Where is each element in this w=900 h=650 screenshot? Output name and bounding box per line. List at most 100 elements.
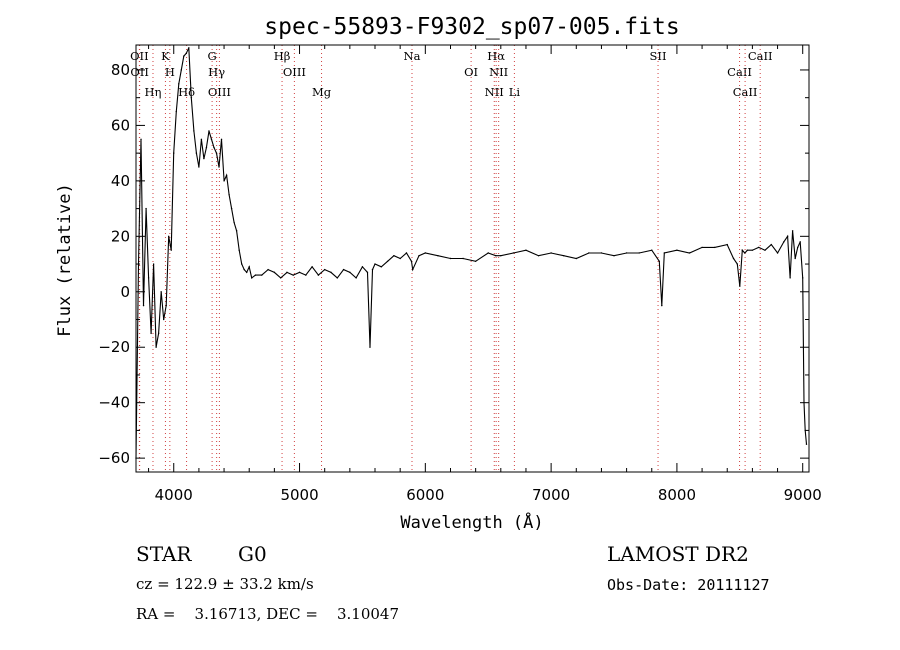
y-tick-label: 0 [120, 283, 130, 301]
spectrum-point [525, 249, 527, 251]
spectrum-point [500, 255, 502, 257]
spectrum-point [160, 291, 162, 293]
spectrum-point [588, 252, 590, 254]
spectrum-point [233, 221, 235, 224]
spectrum-point [613, 255, 615, 257]
spectrum-point [789, 277, 791, 279]
spectrum-point [238, 249, 240, 251]
x-tick-label: 7000 [532, 486, 570, 504]
spectrum-point [751, 249, 754, 251]
spectrum-point [168, 235, 170, 238]
spectrum-point [744, 252, 746, 254]
spectrum-point [220, 138, 223, 140]
line-label: OI [464, 65, 478, 79]
redshift-velocity: cz = 122.9 ± 33.2 km/s [136, 575, 314, 593]
spectrum-point [193, 130, 195, 132]
spectrum-point [251, 277, 253, 279]
spectrum-point [739, 285, 741, 287]
spectrum-point [145, 207, 147, 210]
spectral-line-markers: OIIOIIHηKHHδGHγOIIIHβOIIIMgNaOINIIHαNIIL… [130, 45, 773, 472]
spectrum-point [170, 249, 172, 251]
chart-title: spec-55893-F9302_sp07-005.fits [264, 14, 679, 40]
spectrum-point [757, 246, 760, 249]
spectrum-point [369, 346, 371, 348]
spectrum-point [437, 255, 439, 257]
line-label: Li [509, 85, 521, 99]
spectrum-point [208, 130, 210, 132]
spectrum-point [245, 271, 248, 274]
spectrum-point [726, 243, 728, 246]
spectrum-point [267, 268, 269, 271]
spectrum-point [180, 69, 182, 71]
spectrum-point [791, 230, 794, 232]
spectrum-point [223, 180, 225, 182]
line-label: Hγ [208, 65, 225, 79]
x-axis-label: Wavelength (Å) [400, 511, 543, 533]
spectrum-point [802, 277, 804, 279]
spectrum-point [462, 257, 464, 260]
spectrum-point [230, 207, 233, 210]
spectrum-point [286, 271, 288, 274]
spectrum-point [173, 152, 175, 154]
plot-frame [135, 44, 810, 473]
spectrum-point [248, 266, 250, 268]
spectrum-point [243, 268, 245, 271]
spectrum-point [374, 263, 376, 265]
spectrum-point [200, 138, 203, 140]
spectrum-point [155, 346, 157, 348]
spectrum-series [135, 47, 808, 459]
spectrum-point [805, 443, 808, 445]
y-tick-label: 80 [111, 61, 130, 79]
line-label: CaII [748, 49, 773, 63]
line-label: CaII [733, 85, 758, 99]
spectrum-point [550, 252, 552, 254]
spectrum-point [688, 252, 691, 254]
spectrum-point [254, 274, 257, 276]
spectrum-point [418, 255, 420, 257]
spectrum-point [701, 246, 703, 249]
y-axis-label: Flux (relative) [55, 183, 75, 337]
spectrum-point [210, 138, 213, 140]
spectrum-point [380, 266, 382, 268]
coordinates: RA = 3.16713, DEC = 3.10047 [136, 605, 399, 623]
line-label: Hβ [274, 49, 291, 63]
spectrum-point [183, 55, 185, 57]
spectrum-point [799, 241, 801, 243]
spectrum-point [273, 271, 276, 274]
line-label: CaII [727, 65, 752, 79]
spectrum-point [732, 257, 735, 260]
line-label: SII [650, 49, 667, 63]
line-label: OII [130, 65, 149, 79]
spectrum-point [638, 252, 640, 254]
spectrum-point [676, 249, 678, 251]
x-tick-label: 8000 [658, 486, 696, 504]
spectrum-point [279, 277, 282, 279]
spectrum-point [298, 271, 301, 274]
spectrum-point [185, 52, 188, 55]
spectrum-point [330, 271, 332, 274]
spectrum-point [563, 255, 565, 257]
line-label: Hδ [178, 85, 195, 99]
spectrum-point [412, 268, 414, 271]
spectrum-point [165, 304, 167, 307]
line-label: NII [489, 65, 508, 79]
spectrum-point [399, 257, 401, 260]
line-label: NII [485, 85, 504, 99]
class-label: STAR [136, 542, 192, 566]
spectrum-point [512, 252, 515, 254]
spectrum-point [661, 304, 663, 307]
subclass-label: G0 [238, 542, 267, 566]
spectrum-point [625, 252, 628, 254]
line-label: OIII [283, 65, 306, 79]
spectrum-point [776, 252, 779, 254]
y-tick-label: −20 [98, 338, 130, 356]
spectrum-point [203, 157, 205, 160]
axis-ticks: 4000 5000 6000 7000 8000 9000 −60 −40 −20 0 20 40 60… [98, 45, 822, 504]
spectrum-point [658, 260, 661, 262]
spectrum-point [474, 260, 477, 262]
spectrum-point [764, 249, 766, 251]
x-tick-label: 9000 [784, 486, 822, 504]
spectrum-point [215, 152, 218, 154]
y-tick-label: −40 [98, 394, 130, 412]
